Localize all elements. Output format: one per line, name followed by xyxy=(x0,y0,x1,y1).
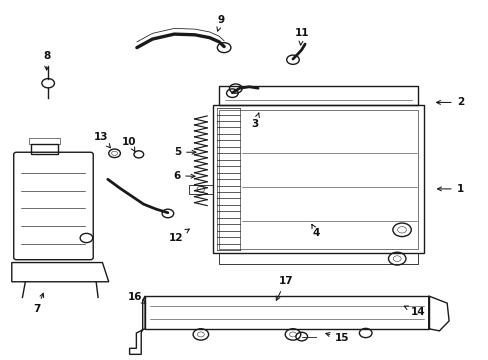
Text: 2: 2 xyxy=(436,98,463,107)
Text: 15: 15 xyxy=(325,333,349,343)
Text: 11: 11 xyxy=(294,28,308,45)
Text: 9: 9 xyxy=(217,15,224,31)
Text: 7: 7 xyxy=(33,293,43,314)
Bar xyxy=(218,253,417,264)
Text: 3: 3 xyxy=(251,113,259,129)
Text: 10: 10 xyxy=(122,136,136,152)
Text: 5: 5 xyxy=(174,147,196,157)
Text: 12: 12 xyxy=(168,229,189,243)
Text: 14: 14 xyxy=(404,306,425,318)
Text: 17: 17 xyxy=(276,276,292,300)
Text: 1: 1 xyxy=(437,184,463,194)
Text: 6: 6 xyxy=(173,171,195,181)
Bar xyxy=(29,138,60,144)
Text: 16: 16 xyxy=(128,292,145,303)
Text: 13: 13 xyxy=(94,132,110,148)
Bar xyxy=(189,185,212,194)
Bar xyxy=(213,105,423,253)
Bar xyxy=(31,144,58,154)
Bar xyxy=(145,296,428,329)
Text: 8: 8 xyxy=(43,51,50,70)
Bar xyxy=(218,109,417,249)
Text: 4: 4 xyxy=(311,224,319,238)
Bar xyxy=(218,86,417,105)
